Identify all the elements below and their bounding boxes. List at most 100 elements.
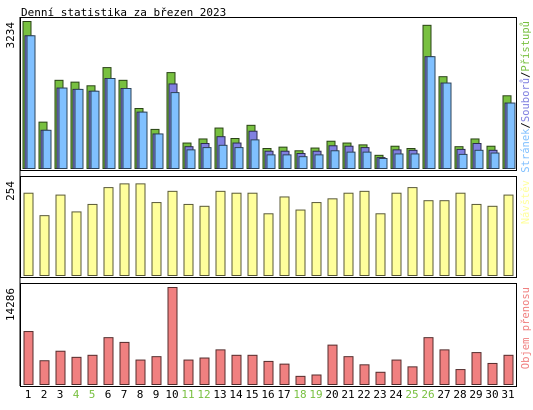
legend-transfer: Objem přenosu — [520, 287, 532, 369]
bar-transfer-objem-přenosu-day-11 — [183, 359, 194, 385]
bar-transfer-objem-přenosu-day-30 — [487, 362, 498, 385]
x-tick-label-day-9: 9 — [153, 388, 160, 401]
x-tick-label-day-21: 21 — [341, 388, 354, 401]
bar-traffic-stránek-day-4 — [74, 88, 84, 169]
bar-transfer-objem-přenosu-day-4 — [71, 356, 82, 386]
bar-visits-návštěv-day-6 — [103, 187, 114, 276]
bar-transfer-objem-přenosu-day-10 — [167, 287, 178, 385]
bar-transfer-objem-přenosu-day-14 — [231, 354, 242, 386]
bar-transfer-objem-přenosu-day-18 — [295, 375, 306, 386]
bar-visits-návštěv-day-18 — [295, 209, 306, 276]
legend-entry: / — [520, 72, 532, 78]
bar-transfer-objem-přenosu-day-31 — [503, 354, 514, 386]
bar-visits-návštěv-day-26 — [423, 200, 434, 276]
x-tick-label-day-5: 5 — [89, 388, 96, 401]
x-tick-label-day-23: 23 — [373, 388, 386, 401]
x-tick-label-day-19: 19 — [309, 388, 322, 401]
bar-visits-návštěv-day-12 — [199, 205, 210, 276]
bar-visits-návštěv-day-16 — [263, 213, 274, 276]
bar-transfer-objem-přenosu-day-29 — [471, 352, 482, 386]
bar-traffic-stránek-day-8 — [138, 111, 148, 169]
bar-visits-návštěv-day-27 — [439, 200, 450, 276]
bar-visits-návštěv-day-19 — [311, 202, 322, 276]
bar-visits-návštěv-day-8 — [135, 183, 146, 276]
bar-visits-návštěv-day-15 — [247, 192, 258, 276]
bar-traffic-stránek-day-22 — [362, 151, 372, 170]
legend-entry: Přístupů — [520, 21, 532, 72]
x-tick-label-day-11: 11 — [181, 388, 194, 401]
bar-visits-návštěv-day-2 — [39, 215, 50, 277]
x-tick-label-day-18: 18 — [293, 388, 306, 401]
bar-visits-návštěv-day-7 — [119, 183, 130, 276]
bar-traffic-stránek-day-11 — [186, 149, 196, 169]
x-tick-label-day-22: 22 — [357, 388, 370, 401]
bar-traffic-stránek-day-21 — [346, 151, 356, 170]
x-tick-label-day-16: 16 — [261, 388, 274, 401]
bar-traffic-stránek-day-30 — [490, 152, 500, 170]
bar-transfer-objem-přenosu-day-13 — [215, 349, 226, 386]
bar-traffic-stránek-day-1 — [26, 35, 36, 170]
x-axis: 1 2 3 4 5 6 7 8 9 10 11 12 13 14 15 16 17 18 19 20 21 22 23 24 2… — [25, 388, 515, 401]
bar-transfer-objem-přenosu-day-16 — [263, 360, 274, 385]
bar-traffic-stránek-day-2 — [42, 129, 52, 169]
bar-visits-návštěv-day-28 — [455, 192, 466, 276]
bar-traffic-stránek-day-26 — [426, 56, 436, 170]
bar-traffic-stránek-day-27 — [442, 82, 452, 169]
bar-visits-návštěv-day-3 — [55, 194, 66, 276]
legend-entry: Stránek — [520, 128, 532, 173]
bar-traffic-stránek-day-10 — [170, 92, 180, 169]
x-tick-label-day-30: 30 — [485, 388, 498, 401]
x-tick-label-day-26: 26 — [421, 388, 434, 401]
bar-traffic-stránek-day-15 — [250, 139, 260, 169]
x-tick-label-day-12: 12 — [197, 388, 210, 401]
x-tick-label-day-20: 20 — [325, 388, 338, 401]
x-tick-label-day-13: 13 — [213, 388, 226, 401]
bar-traffic-stránek-day-16 — [266, 154, 276, 169]
bar-transfer-objem-přenosu-day-20 — [327, 344, 338, 385]
bar-transfer-objem-přenosu-day-25 — [407, 366, 418, 385]
panel-traffic: 3234 Stránek/Souborů/Přístupů — [4, 17, 532, 173]
bar-visits-návštěv-day-1 — [23, 192, 34, 276]
x-tick-label-day-6: 6 — [105, 388, 112, 401]
bar-transfer-objem-přenosu-day-6 — [103, 337, 114, 385]
bar-traffic-stránek-day-20 — [330, 150, 340, 169]
bar-transfer-objem-přenosu-day-21 — [343, 356, 354, 386]
bar-transfer-objem-přenosu-day-9 — [151, 356, 162, 386]
legend-entry: / — [520, 122, 532, 128]
bar-transfer-objem-přenosu-day-26 — [423, 337, 434, 385]
x-tick-label-day-28: 28 — [453, 388, 466, 401]
bar-transfer-objem-přenosu-day-23 — [375, 371, 386, 386]
legend-traffic: Stránek/Souborů/Přístupů — [520, 21, 532, 173]
bar-transfer-objem-přenosu-day-17 — [279, 363, 290, 385]
bar-traffic-stránek-day-23 — [378, 158, 388, 169]
bar-transfer-objem-přenosu-day-22 — [359, 364, 370, 385]
bar-visits-návštěv-day-24 — [391, 192, 402, 276]
bar-traffic-stránek-day-19 — [314, 154, 324, 169]
bar-transfer-objem-přenosu-day-5 — [87, 354, 98, 386]
x-tick-label-day-29: 29 — [469, 388, 482, 401]
bar-traffic-stránek-day-3 — [58, 87, 68, 169]
bar-transfer-objem-přenosu-day-12 — [199, 357, 210, 386]
bar-transfer-objem-přenosu-day-8 — [135, 359, 146, 385]
y-max-label-traffic: 3234 — [4, 22, 17, 49]
bar-visits-návštěv-day-11 — [183, 203, 194, 277]
x-tick-label-day-17: 17 — [277, 388, 290, 401]
bar-visits-návštěv-day-30 — [487, 205, 498, 276]
bar-visits-návštěv-day-23 — [375, 213, 386, 276]
bar-visits-návštěv-day-20 — [327, 198, 338, 276]
bar-visits-návštěv-day-21 — [343, 192, 354, 276]
x-tick-label-day-25: 25 — [405, 388, 418, 401]
bar-traffic-stránek-day-5 — [90, 90, 100, 169]
x-tick-label-day-4: 4 — [73, 388, 80, 401]
legend-visits: Návštěv — [520, 180, 532, 224]
bar-visits-návštěv-day-5 — [87, 203, 98, 277]
bar-transfer-objem-přenosu-day-7 — [119, 341, 130, 385]
bar-traffic-stránek-day-12 — [202, 147, 212, 170]
x-tick-label-day-15: 15 — [245, 388, 258, 401]
bar-transfer-objem-přenosu-day-27 — [439, 349, 450, 386]
x-tick-label-day-2: 2 — [41, 388, 48, 401]
legend-entry: Návštěv — [520, 180, 532, 224]
bar-visits-návštěv-day-29 — [471, 203, 482, 277]
